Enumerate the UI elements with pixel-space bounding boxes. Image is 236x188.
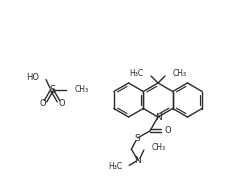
Text: N: N	[135, 156, 141, 165]
Text: N: N	[155, 112, 161, 121]
Text: HO: HO	[26, 73, 39, 82]
Text: H₃C: H₃C	[129, 70, 143, 79]
Text: O: O	[58, 99, 65, 108]
Text: H₃C: H₃C	[108, 162, 122, 171]
Text: O: O	[165, 126, 171, 135]
Text: S: S	[134, 134, 140, 143]
Text: O: O	[39, 99, 46, 108]
Text: S: S	[49, 85, 55, 95]
Text: CH₃: CH₃	[75, 84, 89, 93]
Text: CH₃: CH₃	[152, 143, 166, 152]
Text: CH₃: CH₃	[173, 70, 187, 79]
